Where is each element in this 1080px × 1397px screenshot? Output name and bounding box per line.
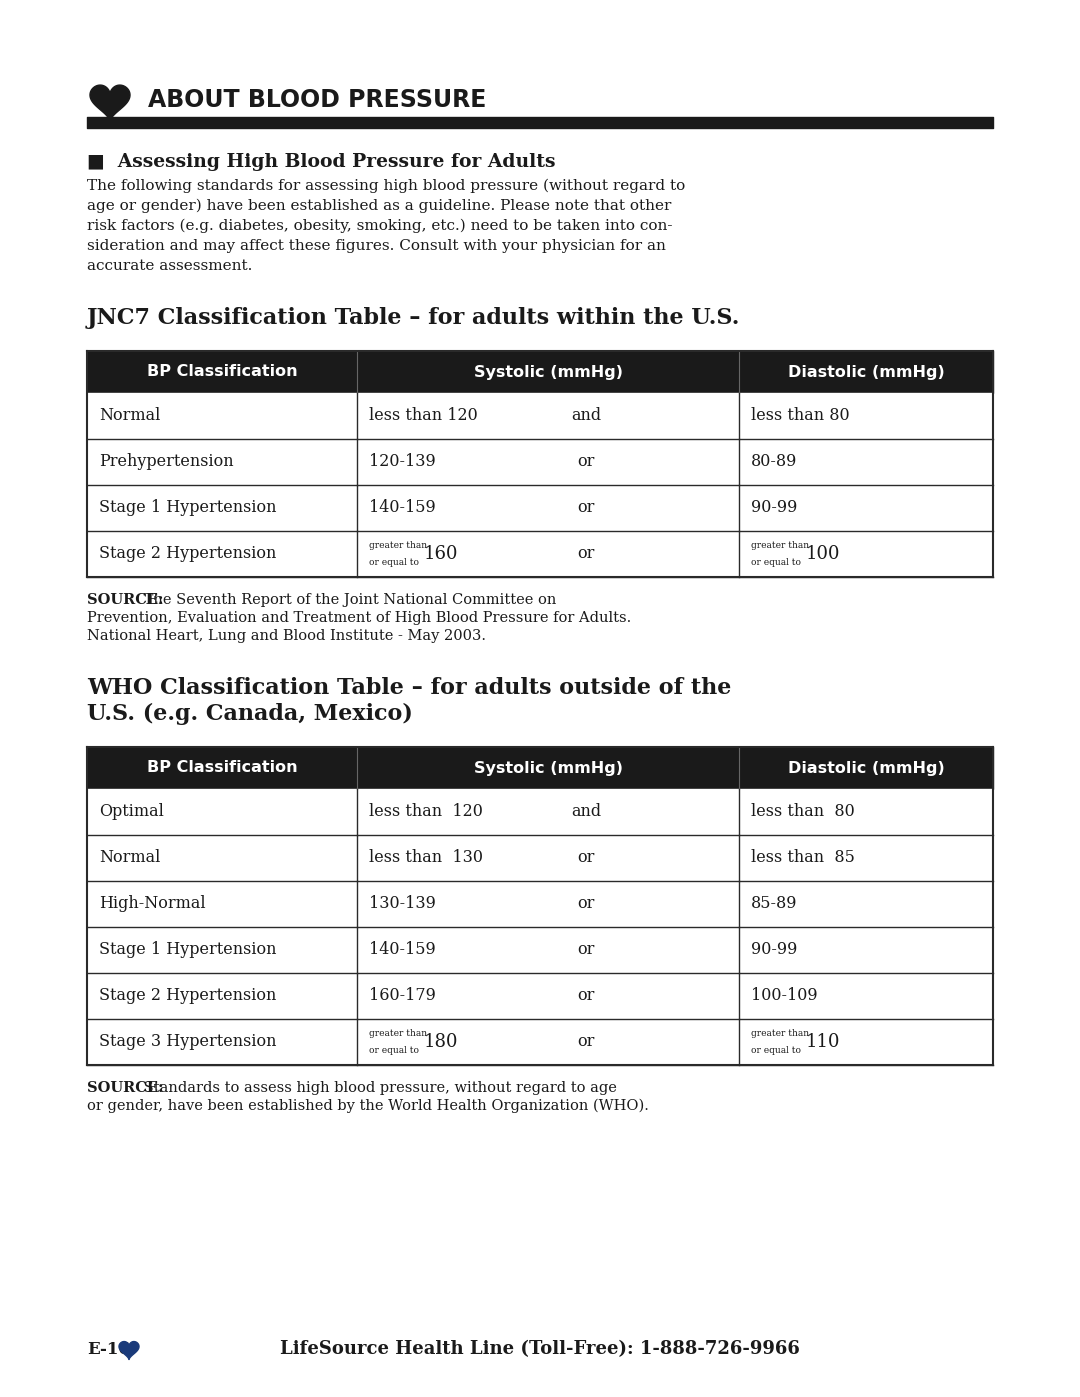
Text: Prehypertension: Prehypertension — [99, 454, 233, 471]
Text: 100-109: 100-109 — [751, 988, 818, 1004]
Text: less than  85: less than 85 — [751, 849, 855, 866]
Text: 130-139: 130-139 — [369, 895, 436, 912]
Text: or: or — [578, 942, 595, 958]
Polygon shape — [90, 85, 130, 122]
Text: ABOUT BLOOD PRESSURE: ABOUT BLOOD PRESSURE — [148, 88, 486, 112]
Text: 120-139: 120-139 — [369, 454, 435, 471]
Text: Stage 2 Hypertension: Stage 2 Hypertension — [99, 988, 276, 1004]
Text: E-16: E-16 — [87, 1341, 130, 1358]
Text: or: or — [578, 500, 595, 517]
Text: Diastolic (mmHg): Diastolic (mmHg) — [787, 365, 944, 380]
Text: Systolic (mmHg): Systolic (mmHg) — [473, 365, 622, 380]
Text: or equal to: or equal to — [751, 1046, 801, 1055]
Text: BP Classification: BP Classification — [147, 365, 297, 380]
Text: JNC7 Classification Table – for adults within the U.S.: JNC7 Classification Table – for adults w… — [87, 307, 741, 330]
Text: greater than: greater than — [369, 1030, 427, 1038]
Text: or: or — [578, 545, 595, 563]
Text: Diastolic (mmHg): Diastolic (mmHg) — [787, 760, 944, 775]
Text: Optimal: Optimal — [99, 803, 164, 820]
Text: or: or — [578, 988, 595, 1004]
Text: greater than: greater than — [369, 541, 427, 550]
Text: Stage 2 Hypertension: Stage 2 Hypertension — [99, 545, 276, 563]
Text: or equal to: or equal to — [369, 557, 419, 567]
Text: SOURCE:: SOURCE: — [87, 592, 163, 608]
Text: The Seventh Report of the Joint National Committee on: The Seventh Report of the Joint National… — [139, 592, 556, 608]
Text: sideration and may affect these figures. Consult with your physician for an: sideration and may affect these figures.… — [87, 239, 666, 253]
Text: Standards to assess high blood pressure, without regard to age: Standards to assess high blood pressure,… — [139, 1081, 617, 1095]
Text: or equal to: or equal to — [751, 557, 801, 567]
Text: 90-99: 90-99 — [751, 500, 797, 517]
Text: 80-89: 80-89 — [751, 454, 797, 471]
Text: 110: 110 — [806, 1032, 840, 1051]
Text: or: or — [578, 849, 595, 866]
Text: less than 80: less than 80 — [751, 408, 850, 425]
Text: Systolic (mmHg): Systolic (mmHg) — [473, 760, 622, 775]
Text: or: or — [578, 454, 595, 471]
Text: risk factors (e.g. diabetes, obesity, smoking, etc.) need to be taken into con-: risk factors (e.g. diabetes, obesity, sm… — [87, 219, 673, 233]
Text: less than  120: less than 120 — [369, 803, 483, 820]
Text: accurate assessment.: accurate assessment. — [87, 258, 253, 272]
Text: National Heart, Lung and Blood Institute - May 2003.: National Heart, Lung and Blood Institute… — [87, 629, 486, 643]
Text: LifeSource Health Line (Toll-Free): 1-888-726-9966: LifeSource Health Line (Toll-Free): 1-88… — [280, 1340, 800, 1358]
Text: 85-89: 85-89 — [751, 895, 797, 912]
Text: Stage 1 Hypertension: Stage 1 Hypertension — [99, 500, 276, 517]
Text: or gender, have been established by the World Health Organization (WHO).: or gender, have been established by the … — [87, 1099, 649, 1113]
Text: BP Classification: BP Classification — [147, 760, 297, 775]
Text: age or gender) have been established as a guideline. Please note that other: age or gender) have been established as … — [87, 198, 672, 214]
Text: and: and — [571, 408, 602, 425]
Polygon shape — [119, 1341, 139, 1359]
Text: 180: 180 — [424, 1032, 459, 1051]
Text: Prevention, Evaluation and Treatment of High Blood Pressure for Adults.: Prevention, Evaluation and Treatment of … — [87, 610, 631, 624]
Text: or: or — [578, 1034, 595, 1051]
Text: less than 120: less than 120 — [369, 408, 477, 425]
Text: Stage 3 Hypertension: Stage 3 Hypertension — [99, 1034, 276, 1051]
Text: greater than: greater than — [751, 541, 809, 550]
Text: Stage 1 Hypertension: Stage 1 Hypertension — [99, 942, 276, 958]
Text: WHO Classification Table – for adults outside of the: WHO Classification Table – for adults ou… — [87, 678, 731, 698]
Text: or equal to: or equal to — [369, 1046, 419, 1055]
Text: less than  130: less than 130 — [369, 849, 483, 866]
Text: or: or — [578, 895, 595, 912]
Text: greater than: greater than — [751, 1030, 809, 1038]
Text: 140-159: 140-159 — [369, 942, 435, 958]
Text: U.S. (e.g. Canada, Mexico): U.S. (e.g. Canada, Mexico) — [87, 703, 413, 725]
Text: Normal: Normal — [99, 849, 160, 866]
Text: 100: 100 — [806, 545, 840, 563]
Text: 140-159: 140-159 — [369, 500, 435, 517]
Text: 160: 160 — [424, 545, 459, 563]
Text: and: and — [571, 803, 602, 820]
Text: High-Normal: High-Normal — [99, 895, 205, 912]
Text: less than  80: less than 80 — [751, 803, 854, 820]
Text: 90-99: 90-99 — [751, 942, 797, 958]
Text: ■  Assessing High Blood Pressure for Adults: ■ Assessing High Blood Pressure for Adul… — [87, 154, 555, 170]
Text: Normal: Normal — [99, 408, 160, 425]
Text: The following standards for assessing high blood pressure (without regard to: The following standards for assessing hi… — [87, 179, 685, 193]
Text: 160-179: 160-179 — [369, 988, 436, 1004]
Text: SOURCE:: SOURCE: — [87, 1081, 163, 1095]
